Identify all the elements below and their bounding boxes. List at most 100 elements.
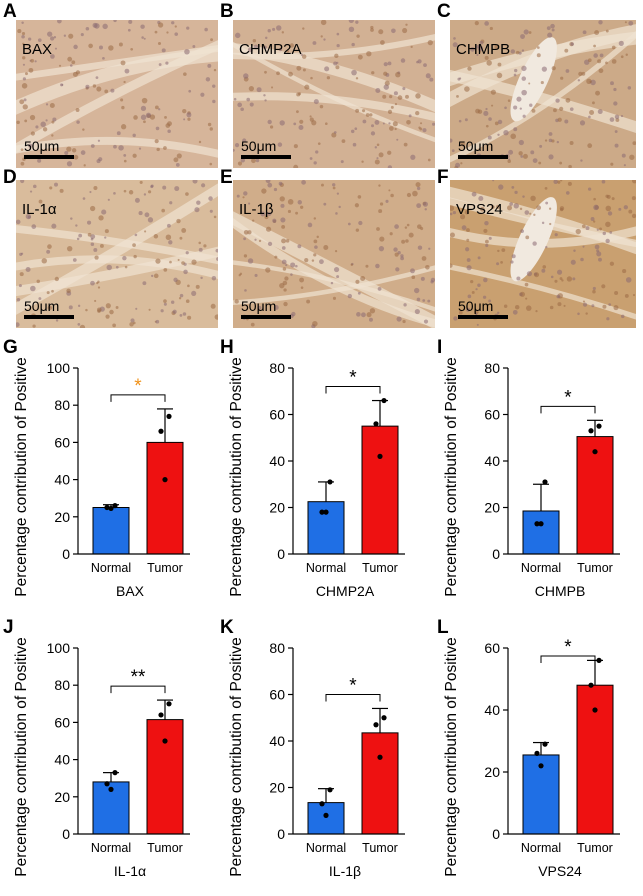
- nucleus: [214, 314, 218, 320]
- nucleus: [75, 224, 78, 227]
- nucleus: [174, 25, 177, 28]
- nucleus: [532, 241, 537, 246]
- nucleus: [511, 185, 515, 189]
- nucleus: [285, 264, 288, 267]
- nucleus: [120, 124, 127, 130]
- nucleus: [297, 244, 302, 249]
- nucleus: [17, 29, 22, 34]
- nucleus: [247, 47, 253, 53]
- nucleus: [265, 267, 271, 273]
- nucleus: [162, 185, 167, 190]
- nucleus: [139, 180, 143, 185]
- nucleus: [29, 190, 33, 193]
- nucleus: [593, 204, 599, 211]
- nucleus: [582, 30, 587, 35]
- nucleus: [112, 323, 116, 328]
- nucleus: [419, 127, 423, 131]
- nucleus: [213, 215, 217, 219]
- nucleus: [524, 282, 529, 287]
- nucleus: [281, 238, 287, 244]
- nucleus: [450, 205, 455, 211]
- nucleus: [424, 208, 427, 211]
- nucleus: [309, 115, 312, 118]
- nucleus: [140, 105, 147, 111]
- nucleus: [387, 61, 392, 66]
- data-point: [166, 413, 172, 419]
- nucleus: [605, 205, 612, 212]
- nucleus: [518, 151, 523, 156]
- y-tick-label: 80: [269, 360, 285, 376]
- nucleus: [334, 53, 339, 59]
- nucleus: [378, 209, 383, 214]
- nucleus: [624, 21, 627, 24]
- nucleus: [148, 190, 152, 194]
- x-tick-label: Tumor: [147, 561, 183, 575]
- nucleus: [400, 254, 404, 258]
- nucleus: [298, 92, 302, 96]
- nucleus: [67, 56, 73, 62]
- nucleus: [487, 135, 492, 140]
- nucleus: [530, 195, 536, 202]
- nucleus: [484, 21, 489, 26]
- nucleus: [465, 307, 471, 312]
- nucleus: [184, 48, 190, 55]
- nucleus: [452, 42, 458, 48]
- nucleus: [501, 248, 506, 253]
- nucleus: [474, 20, 479, 26]
- nucleus: [416, 203, 422, 209]
- nucleus: [236, 194, 240, 198]
- nucleus: [326, 76, 331, 80]
- nucleus: [104, 89, 109, 94]
- nucleus: [582, 300, 586, 303]
- nucleus: [397, 95, 403, 100]
- nucleus: [54, 276, 59, 282]
- stroma-streak: [233, 260, 435, 312]
- nucleus: [129, 322, 134, 327]
- y-tick-label: 0: [492, 546, 500, 562]
- nucleus: [28, 37, 32, 41]
- nucleus: [215, 248, 218, 253]
- nucleus: [183, 72, 187, 76]
- nucleus: [90, 144, 95, 148]
- nucleus: [63, 34, 67, 37]
- nucleus: [21, 34, 25, 39]
- nucleus: [614, 143, 619, 148]
- nucleus: [356, 34, 360, 38]
- nucleus: [605, 61, 608, 65]
- nucleus: [453, 316, 458, 321]
- nucleus: [556, 294, 561, 299]
- nucleus: [391, 28, 396, 34]
- nucleus: [516, 96, 522, 102]
- x-tick-label: Normal: [306, 561, 346, 575]
- nucleus: [70, 217, 73, 220]
- y-tick-label: 20: [269, 780, 285, 796]
- nucleus: [628, 209, 633, 214]
- nucleus: [153, 234, 159, 239]
- nucleus: [96, 281, 99, 285]
- nucleus: [277, 142, 283, 147]
- nucleus: [513, 203, 519, 209]
- nucleus: [92, 22, 98, 28]
- nucleus: [98, 45, 103, 50]
- nucleus: [87, 232, 92, 237]
- nucleus: [614, 130, 618, 134]
- nucleus: [547, 32, 553, 38]
- data-point: [534, 521, 540, 527]
- nucleus: [71, 148, 77, 153]
- nucleus: [450, 138, 453, 143]
- nucleus: [300, 205, 304, 209]
- nucleus: [155, 319, 160, 324]
- nucleus: [313, 99, 319, 105]
- nucleus: [411, 275, 416, 280]
- nucleus: [134, 197, 140, 203]
- nucleus: [513, 73, 517, 77]
- nucleus: [87, 220, 92, 225]
- x-tick-label: Tumor: [147, 841, 183, 855]
- nucleus: [73, 154, 79, 160]
- nucleus: [143, 193, 147, 196]
- nucleus: [19, 252, 23, 256]
- nucleus: [340, 160, 344, 164]
- nucleus: [569, 140, 574, 145]
- x-tick-label: Tumor: [577, 841, 613, 855]
- nucleus: [396, 316, 402, 322]
